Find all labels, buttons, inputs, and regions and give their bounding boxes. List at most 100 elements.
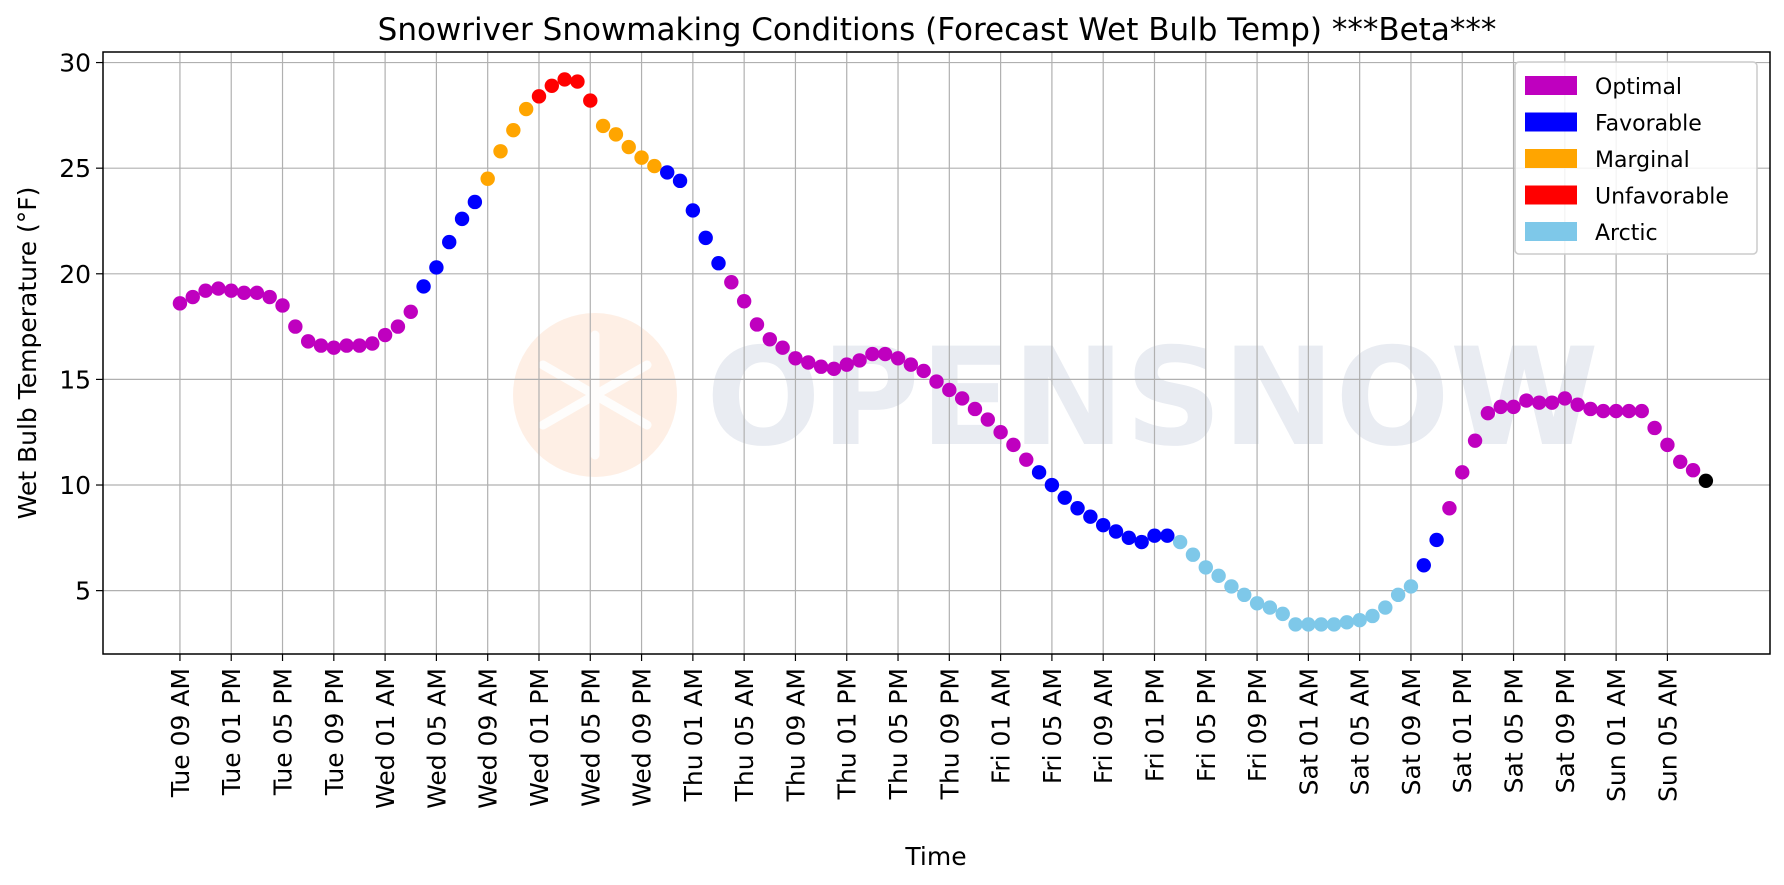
data-point bbox=[211, 281, 226, 296]
data-point bbox=[1249, 596, 1265, 611]
x-tick-label: Fri 01 PM bbox=[1140, 668, 1169, 782]
data-point bbox=[1673, 454, 1688, 469]
data-point bbox=[608, 127, 624, 142]
x-axis-label: Time bbox=[904, 842, 966, 871]
data-point bbox=[506, 122, 521, 138]
data-point bbox=[531, 89, 547, 104]
data-point bbox=[1301, 617, 1316, 632]
legend-swatch bbox=[1525, 222, 1577, 241]
data-point bbox=[1147, 528, 1162, 543]
x-tick-label: Sat 01 AM bbox=[1294, 668, 1323, 795]
data-point bbox=[518, 101, 534, 117]
data-point bbox=[980, 412, 995, 427]
data-point bbox=[403, 304, 418, 320]
data-point bbox=[685, 203, 701, 218]
legend-swatch bbox=[1525, 185, 1577, 205]
x-tick-label: Sun 05 AM bbox=[1653, 668, 1682, 802]
data-point bbox=[1134, 534, 1149, 550]
data-point bbox=[1275, 606, 1290, 622]
data-point bbox=[300, 334, 316, 349]
opensnow-watermark: OPENSNOW bbox=[513, 313, 1599, 477]
data-point bbox=[813, 359, 829, 374]
x-tick-label: Thu 09 PM bbox=[935, 668, 964, 800]
data-point bbox=[1070, 501, 1085, 516]
legend-label: Marginal bbox=[1595, 148, 1690, 173]
data-point bbox=[1365, 608, 1380, 624]
legend-swatch bbox=[1525, 76, 1577, 95]
x-tick-label: Sat 09 PM bbox=[1551, 668, 1580, 793]
x-tick-label: Wed 05 PM bbox=[576, 668, 605, 807]
data-point bbox=[288, 319, 303, 334]
data-point bbox=[1083, 509, 1098, 524]
x-tick-label: Sat 05 AM bbox=[1346, 668, 1375, 795]
data-point bbox=[1557, 391, 1573, 406]
y-axis-label: Wet Bulb Temperature (°F) bbox=[13, 187, 42, 520]
data-point bbox=[1621, 403, 1637, 419]
x-tick-label: Fri 09 PM bbox=[1243, 668, 1272, 782]
x-tick-label: Thu 09 AM bbox=[781, 668, 810, 802]
data-point bbox=[942, 382, 957, 398]
snowflake-logo-icon bbox=[513, 313, 677, 477]
data-point bbox=[839, 357, 854, 372]
data-point bbox=[1044, 477, 1060, 493]
data-point bbox=[903, 357, 919, 372]
data-point bbox=[1108, 524, 1124, 539]
x-tick-label: Wed 01 AM bbox=[371, 668, 400, 809]
data-point bbox=[698, 230, 713, 246]
data-point bbox=[788, 351, 803, 366]
data-point bbox=[493, 144, 508, 159]
data-point bbox=[365, 336, 380, 351]
data-point bbox=[1519, 393, 1534, 408]
x-tick-label: Sat 05 PM bbox=[1500, 668, 1529, 793]
data-point bbox=[1006, 437, 1021, 453]
legend: Optimal Favorable Marginal Unfavorable Arcti… bbox=[1514, 61, 1758, 255]
data-point bbox=[570, 74, 585, 89]
data-point bbox=[454, 211, 470, 227]
data-point bbox=[1237, 587, 1252, 603]
data-point bbox=[826, 361, 842, 377]
data-point bbox=[1224, 579, 1239, 594]
data-point bbox=[1326, 617, 1342, 632]
data-point bbox=[467, 194, 483, 210]
data-point bbox=[993, 425, 1008, 440]
data-point bbox=[1096, 517, 1111, 533]
data-point bbox=[429, 260, 444, 275]
y-tick-label: 5 bbox=[75, 577, 91, 606]
data-point bbox=[1467, 433, 1483, 448]
data-point bbox=[1352, 613, 1367, 628]
data-point bbox=[1647, 420, 1662, 436]
y-axis-ticks: 5 10 15 20 25 30 bbox=[59, 49, 103, 606]
data-point bbox=[634, 150, 649, 165]
data-point bbox=[313, 338, 329, 353]
data-point bbox=[326, 340, 342, 355]
y-tick-label: 25 bbox=[59, 154, 91, 183]
data-point bbox=[878, 346, 893, 362]
watermark-text: OPENSNOW bbox=[706, 319, 1599, 476]
data-point bbox=[224, 283, 239, 298]
x-tick-label: Fri 09 AM bbox=[1089, 668, 1118, 784]
data-point bbox=[249, 285, 265, 300]
data-point bbox=[929, 374, 944, 389]
data-point bbox=[1378, 600, 1393, 615]
data-point bbox=[390, 319, 406, 334]
data-point bbox=[762, 332, 777, 347]
data-point bbox=[185, 289, 200, 305]
data-point bbox=[775, 340, 790, 355]
y-tick-label: 15 bbox=[59, 365, 91, 394]
data-point bbox=[1262, 600, 1278, 615]
x-tick-label: Wed 05 AM bbox=[422, 668, 451, 809]
data-point bbox=[1403, 579, 1419, 594]
data-point bbox=[1031, 465, 1047, 480]
data-point bbox=[544, 78, 560, 93]
data-point bbox=[377, 327, 393, 343]
y-tick-label: 10 bbox=[59, 471, 91, 500]
data-point bbox=[954, 391, 970, 406]
data-point bbox=[1685, 463, 1701, 478]
data-point bbox=[647, 158, 662, 174]
x-tick-label: Tue 09 PM bbox=[320, 668, 349, 796]
data-points bbox=[172, 72, 1714, 632]
x-tick-label: Thu 01 AM bbox=[679, 668, 708, 802]
x-tick-label: Wed 01 PM bbox=[525, 668, 554, 807]
